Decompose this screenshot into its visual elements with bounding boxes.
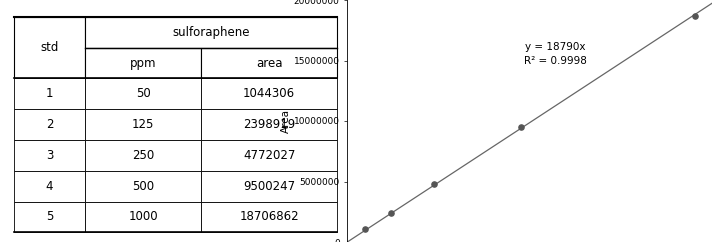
Text: sulforaphene: sulforaphene [172,26,250,39]
Text: 250: 250 [132,149,155,162]
Bar [85,78,201,109]
Text: 5: 5 [46,211,53,223]
Bar [85,17,337,48]
Bar [201,109,337,140]
Point [515,125,527,129]
Bar [201,171,337,202]
Text: 3: 3 [46,149,53,162]
Bar [85,109,201,140]
Text: 4772027: 4772027 [243,149,295,162]
Bar [85,48,201,78]
Bar [14,109,85,140]
Text: 18706862: 18706862 [239,211,299,223]
Text: area: area [256,57,283,70]
Bar [14,140,85,171]
Bar [85,202,201,232]
Y-axis label: Area: Area [281,109,291,133]
Point [359,227,370,231]
Text: y = 18790x
R² = 0.9998: y = 18790x R² = 0.9998 [524,42,587,66]
Text: 500: 500 [132,180,155,193]
Bar [14,171,85,202]
Bar [14,17,85,78]
Text: 1044306: 1044306 [243,87,295,100]
Text: 4: 4 [46,180,53,193]
Text: 125: 125 [132,118,155,131]
Bar [14,202,85,232]
Text: 9500247: 9500247 [243,180,295,193]
Text: 1: 1 [46,87,53,100]
Text: std: std [41,41,58,54]
Bar [85,140,201,171]
Point [385,211,397,215]
Bar [201,78,337,109]
Text: 2398919: 2398919 [243,118,295,131]
Point [429,182,440,186]
Text: 50: 50 [136,87,150,100]
Bar [201,202,337,232]
Text: ppm: ppm [130,57,157,70]
Text: 1000: 1000 [128,211,158,223]
Bar [85,171,201,202]
Bar [14,78,85,109]
Bar [201,48,337,78]
Text: 2: 2 [46,118,53,131]
Point [689,14,701,18]
Bar [201,140,337,171]
